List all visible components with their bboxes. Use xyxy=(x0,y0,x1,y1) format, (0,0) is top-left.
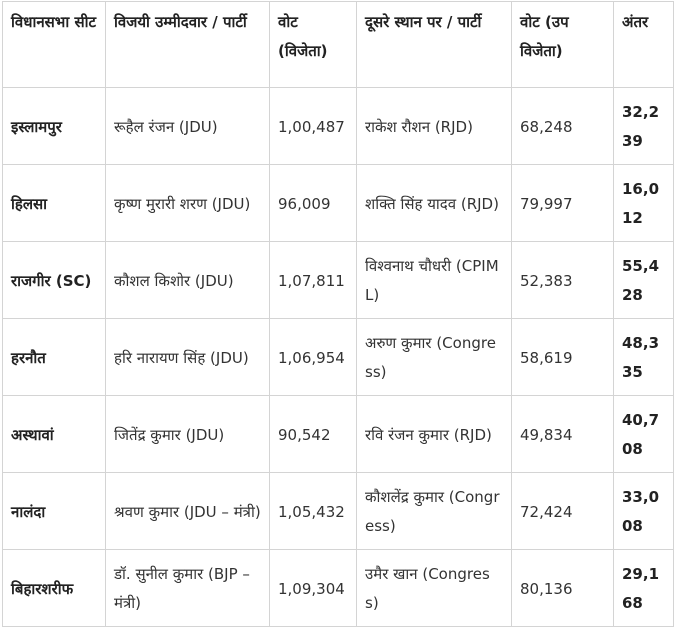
margin-cell: 48,335 xyxy=(613,318,674,396)
margin-cell: 32,239 xyxy=(613,87,674,165)
winner-cell: कृष्ण मुरारी शरण (JDU) xyxy=(105,164,270,242)
runner-up-cell: विश्वनाथ चौधरी (CPIML) xyxy=(356,241,512,319)
seat-cell: हिलसा xyxy=(2,164,106,242)
runner-up-cell: रवि रंजन कुमार (RJD) xyxy=(356,395,512,473)
table-row: अस्थावां जितेंद्र कुमार (JDU) 90,542 रवि… xyxy=(2,395,674,473)
winner-votes-cell: 1,05,432 xyxy=(269,472,357,550)
winner-votes-cell: 1,07,811 xyxy=(269,241,357,319)
seat-cell: बिहारशरीफ xyxy=(2,549,106,627)
runner-up-votes-cell: 72,424 xyxy=(511,472,614,550)
winner-cell: जितेंद्र कुमार (JDU) xyxy=(105,395,270,473)
seat-cell: नालंदा xyxy=(2,472,106,550)
runner-up-cell: उमैर खान (Congress) xyxy=(356,549,512,627)
runner-up-votes-cell: 79,997 xyxy=(511,164,614,242)
winner-votes-cell: 1,00,487 xyxy=(269,87,357,165)
runner-up-cell: कौशलेंद्र कुमार (Congress) xyxy=(356,472,512,550)
header-seat: विधानसभा सीट xyxy=(2,1,106,88)
margin-cell: 40,708 xyxy=(613,395,674,473)
header-row: विधानसभा सीट विजयी उम्मीदवार / पार्टी वो… xyxy=(2,1,674,88)
header-margin: अंतर xyxy=(613,1,674,88)
seat-cell: अस्थावां xyxy=(2,395,106,473)
table-row: बिहारशरीफ डॉ. सुनील कुमार (BJP – मंत्री)… xyxy=(2,549,674,627)
winner-cell: डॉ. सुनील कुमार (BJP – मंत्री) xyxy=(105,549,270,627)
margin-cell: 16,012 xyxy=(613,164,674,242)
seat-cell: हरनौत xyxy=(2,318,106,396)
runner-up-cell: शक्ति सिंह यादव (RJD) xyxy=(356,164,512,242)
runner-up-votes-cell: 80,136 xyxy=(511,549,614,627)
winner-votes-cell: 1,06,954 xyxy=(269,318,357,396)
winner-votes-cell: 90,542 xyxy=(269,395,357,473)
header-winner-votes: वोट (विजेता) xyxy=(269,1,357,88)
runner-up-votes-cell: 49,834 xyxy=(511,395,614,473)
winner-cell: रूहैल रंजन (JDU) xyxy=(105,87,270,165)
winner-votes-cell: 96,009 xyxy=(269,164,357,242)
winner-cell: कौशल किशोर (JDU) xyxy=(105,241,270,319)
runner-up-votes-cell: 52,383 xyxy=(511,241,614,319)
runner-up-votes-cell: 68,248 xyxy=(511,87,614,165)
runner-up-cell: अरुण कुमार (Congress) xyxy=(356,318,512,396)
winner-cell: हरि नारायण सिंह (JDU) xyxy=(105,318,270,396)
header-runner-up: दूसरे स्थान पर / पार्टी xyxy=(356,1,512,88)
table-row: हरनौत हरि नारायण सिंह (JDU) 1,06,954 अरु… xyxy=(2,318,674,396)
margin-cell: 55,428 xyxy=(613,241,674,319)
winner-cell: श्रवण कुमार (JDU – मंत्री) xyxy=(105,472,270,550)
table-row: इस्लामपुर रूहैल रंजन (JDU) 1,00,487 राके… xyxy=(2,87,674,165)
seat-cell: राजगीर (SC) xyxy=(2,241,106,319)
runner-up-cell: राकेश रौशन (RJD) xyxy=(356,87,512,165)
runner-up-votes-cell: 58,619 xyxy=(511,318,614,396)
table-row: राजगीर (SC) कौशल किशोर (JDU) 1,07,811 वि… xyxy=(2,241,674,319)
margin-cell: 33,008 xyxy=(613,472,674,550)
table-row: नालंदा श्रवण कुमार (JDU – मंत्री) 1,05,4… xyxy=(2,472,674,550)
winner-votes-cell: 1,09,304 xyxy=(269,549,357,627)
table-row: हिलसा कृष्ण मुरारी शरण (JDU) 96,009 शक्त… xyxy=(2,164,674,242)
header-winner: विजयी उम्मीदवार / पार्टी xyxy=(105,1,270,88)
seat-cell: इस्लामपुर xyxy=(2,87,106,165)
header-runner-up-votes: वोट (उपविजेता) xyxy=(511,1,614,88)
margin-cell: 29,168 xyxy=(613,549,674,627)
